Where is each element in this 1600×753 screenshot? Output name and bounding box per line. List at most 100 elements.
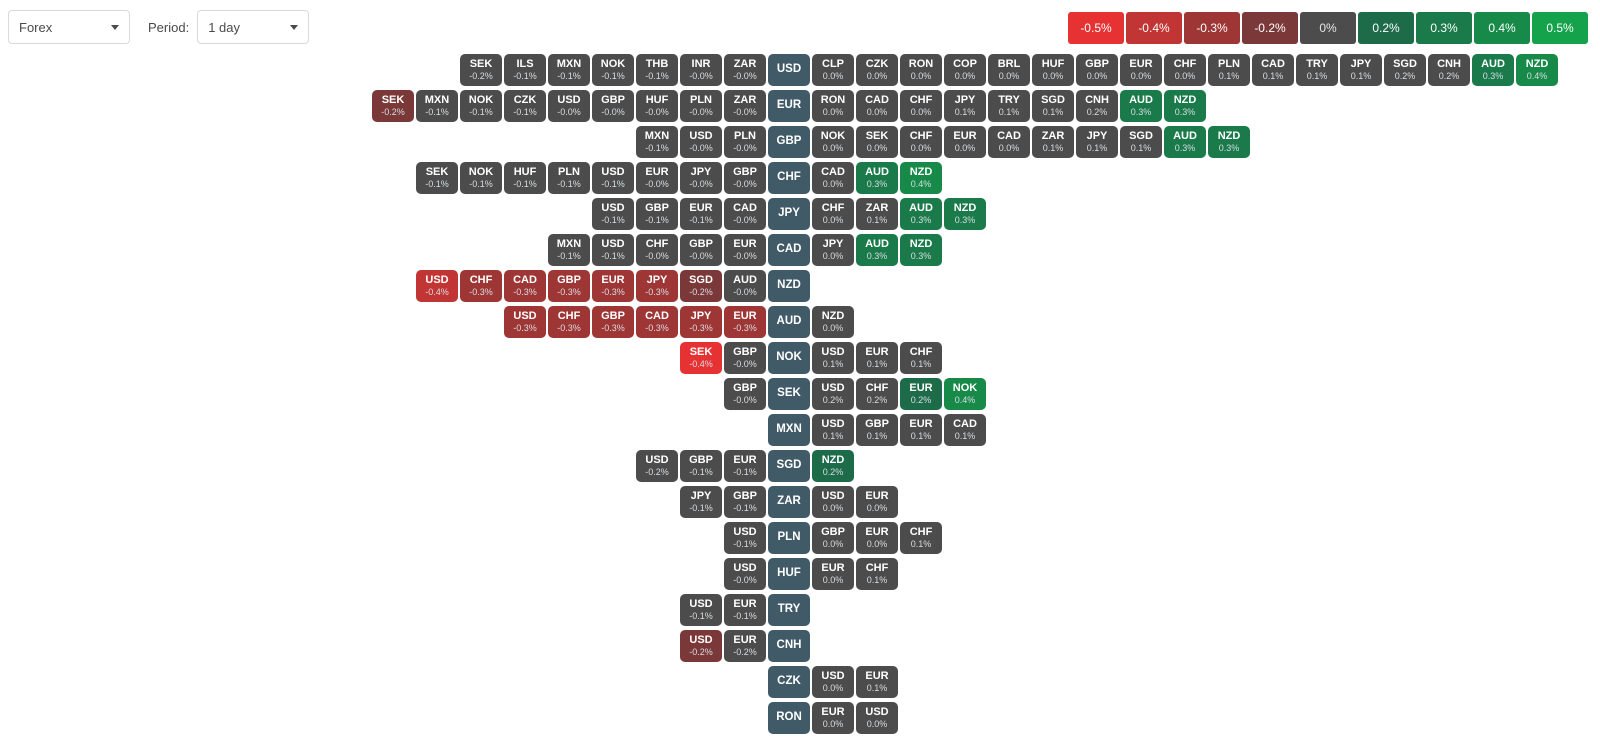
currency-cell[interactable]: JPY0.0% (812, 234, 854, 266)
currency-cell[interactable]: CAD0.1% (1252, 54, 1294, 86)
currency-cell[interactable]: SEK-0.1% (416, 162, 458, 194)
currency-cell[interactable]: USD0.0% (812, 666, 854, 698)
currency-cell[interactable]: MXN-0.1% (548, 54, 590, 86)
currency-cell[interactable]: USD-0.1% (592, 234, 634, 266)
currency-cell[interactable]: RON0.0% (812, 90, 854, 122)
currency-cell[interactable]: CHF0.0% (900, 90, 942, 122)
currency-cell[interactable]: EUR0.0% (944, 126, 986, 158)
currency-cell[interactable]: AUD0.3% (1164, 126, 1206, 158)
currency-cell[interactable]: GBP-0.0% (724, 162, 766, 194)
currency-cell[interactable]: SGD0.1% (1120, 126, 1162, 158)
currency-cell[interactable]: CZK-0.1% (504, 90, 546, 122)
currency-cell[interactable]: GBP-0.0% (680, 234, 722, 266)
currency-cell[interactable]: PLN-0.0% (724, 126, 766, 158)
currency-cell[interactable]: JPY0.1% (944, 90, 986, 122)
currency-cell[interactable]: EUR0.0% (1120, 54, 1162, 86)
currency-cell[interactable]: GBP-0.3% (548, 270, 590, 302)
base-currency-cell[interactable]: CHF (768, 162, 810, 194)
currency-cell[interactable]: THB-0.1% (636, 54, 678, 86)
currency-cell[interactable]: PLN-0.1% (548, 162, 590, 194)
currency-cell[interactable]: BRL0.0% (988, 54, 1030, 86)
currency-cell[interactable]: MXN-0.1% (416, 90, 458, 122)
currency-cell[interactable]: EUR-0.0% (636, 162, 678, 194)
currency-cell[interactable]: ZAR-0.0% (724, 90, 766, 122)
currency-cell[interactable]: GBP-0.0% (724, 342, 766, 374)
base-currency-cell[interactable]: TRY (768, 594, 810, 626)
base-currency-cell[interactable]: NOK (768, 342, 810, 374)
currency-cell[interactable]: USD-0.4% (416, 270, 458, 302)
base-currency-cell[interactable]: MXN (768, 414, 810, 446)
currency-cell[interactable]: JPY-0.3% (680, 306, 722, 338)
currency-cell[interactable]: JPY-0.3% (636, 270, 678, 302)
currency-cell[interactable]: SGD0.1% (1032, 90, 1074, 122)
currency-cell[interactable]: JPY0.1% (1076, 126, 1118, 158)
base-currency-cell[interactable]: GBP (768, 126, 810, 158)
currency-cell[interactable]: CAD0.0% (812, 162, 854, 194)
currency-cell[interactable]: USD-0.2% (680, 630, 722, 662)
currency-cell[interactable]: USD-0.0% (680, 126, 722, 158)
currency-cell[interactable]: GBP-0.1% (724, 486, 766, 518)
currency-cell[interactable]: NZD0.0% (812, 306, 854, 338)
currency-cell[interactable]: CAD-0.3% (636, 306, 678, 338)
currency-cell[interactable]: GBP-0.1% (636, 198, 678, 230)
currency-cell[interactable]: CAD0.1% (944, 414, 986, 446)
currency-cell[interactable]: CHF-0.3% (548, 306, 590, 338)
currency-cell[interactable]: CAD0.0% (988, 126, 1030, 158)
base-currency-cell[interactable]: NZD (768, 270, 810, 302)
base-currency-cell[interactable]: RON (768, 702, 810, 734)
currency-cell[interactable]: AUD0.3% (856, 234, 898, 266)
currency-cell[interactable]: COP0.0% (944, 54, 986, 86)
currency-cell[interactable]: AUD0.3% (856, 162, 898, 194)
currency-cell[interactable]: USD0.2% (812, 378, 854, 410)
currency-cell[interactable]: ZAR0.1% (856, 198, 898, 230)
currency-cell[interactable]: TRY0.1% (1296, 54, 1338, 86)
currency-cell[interactable]: USD-0.1% (592, 198, 634, 230)
currency-cell[interactable]: CNH0.2% (1428, 54, 1470, 86)
currency-cell[interactable]: USD0.0% (812, 486, 854, 518)
currency-cell[interactable]: GBP-0.3% (592, 306, 634, 338)
currency-cell[interactable]: CHF0.0% (1164, 54, 1206, 86)
base-currency-cell[interactable]: CZK (768, 666, 810, 698)
currency-cell[interactable]: CHF0.1% (900, 342, 942, 374)
currency-cell[interactable]: MXN-0.1% (636, 126, 678, 158)
currency-cell[interactable]: GBP-0.0% (592, 90, 634, 122)
currency-cell[interactable]: EUR0.0% (812, 558, 854, 590)
currency-cell[interactable]: EUR0.1% (900, 414, 942, 446)
currency-cell[interactable]: INR-0.0% (680, 54, 722, 86)
currency-cell[interactable]: NZD0.3% (1208, 126, 1250, 158)
currency-cell[interactable]: NZD0.4% (1516, 54, 1558, 86)
currency-cell[interactable]: CHF0.2% (856, 378, 898, 410)
currency-cell[interactable]: NOK0.4% (944, 378, 986, 410)
currency-cell[interactable]: ILS-0.1% (504, 54, 546, 86)
currency-cell[interactable]: SEK-0.2% (460, 54, 502, 86)
period-select[interactable]: 1 day (197, 10, 309, 44)
currency-cell[interactable]: NZD0.3% (1164, 90, 1206, 122)
currency-cell[interactable]: USD-0.2% (636, 450, 678, 482)
currency-cell[interactable]: CLP0.0% (812, 54, 854, 86)
currency-cell[interactable]: EUR0.1% (856, 666, 898, 698)
currency-cell[interactable]: CAD-0.0% (724, 198, 766, 230)
currency-cell[interactable]: MXN-0.1% (548, 234, 590, 266)
currency-cell[interactable]: SGD0.2% (1384, 54, 1426, 86)
currency-cell[interactable]: USD0.1% (812, 342, 854, 374)
base-currency-cell[interactable]: USD (768, 54, 810, 86)
currency-cell[interactable]: NOK-0.1% (592, 54, 634, 86)
currency-cell[interactable]: NZD0.3% (900, 234, 942, 266)
currency-cell[interactable]: EUR0.0% (856, 486, 898, 518)
currency-cell[interactable]: EUR-0.1% (724, 594, 766, 626)
currency-cell[interactable]: CNH0.2% (1076, 90, 1118, 122)
currency-cell[interactable]: USD-0.1% (592, 162, 634, 194)
currency-cell[interactable]: SEK-0.4% (680, 342, 722, 374)
base-currency-cell[interactable]: CAD (768, 234, 810, 266)
currency-cell[interactable]: EUR0.2% (900, 378, 942, 410)
currency-cell[interactable]: EUR-0.0% (724, 234, 766, 266)
currency-cell[interactable]: CHF0.0% (900, 126, 942, 158)
currency-cell[interactable]: RON0.0% (900, 54, 942, 86)
currency-cell[interactable]: USD-0.0% (548, 90, 590, 122)
currency-cell[interactable]: JPY-0.1% (680, 486, 722, 518)
currency-cell[interactable]: USD-0.3% (504, 306, 546, 338)
currency-cell[interactable]: HUF0.0% (1032, 54, 1074, 86)
currency-cell[interactable]: ZAR-0.0% (724, 54, 766, 86)
currency-cell[interactable]: CHF-0.0% (636, 234, 678, 266)
currency-cell[interactable]: CHF0.0% (812, 198, 854, 230)
